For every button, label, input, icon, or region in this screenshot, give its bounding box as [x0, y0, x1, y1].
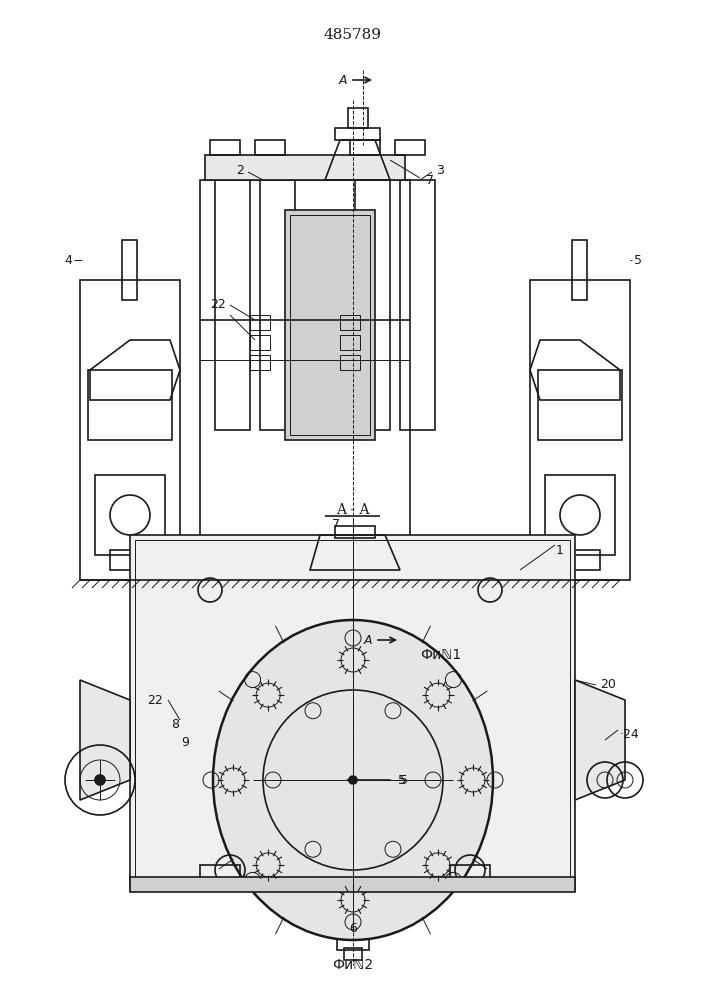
Bar — [110, 550, 150, 570]
Bar — [200, 560, 410, 580]
Bar — [338, 635, 358, 655]
Text: 22: 22 — [147, 694, 163, 706]
Bar — [88, 370, 172, 440]
Bar — [95, 475, 165, 555]
Text: 7: 7 — [332, 518, 340, 532]
Bar — [355, 180, 390, 430]
Circle shape — [349, 776, 357, 784]
Text: 485789: 485789 — [324, 28, 382, 42]
Bar — [572, 240, 587, 300]
Bar — [130, 535, 575, 890]
Bar — [340, 610, 370, 635]
Bar — [400, 180, 435, 430]
Text: A - A: A - A — [337, 503, 370, 517]
Bar — [350, 140, 380, 155]
Text: 1: 1 — [556, 544, 564, 556]
Bar — [122, 240, 137, 300]
Bar — [545, 475, 615, 555]
Bar — [337, 924, 369, 950]
Bar — [200, 865, 240, 890]
Circle shape — [95, 775, 105, 785]
Bar — [135, 540, 570, 885]
Bar — [205, 155, 405, 180]
Bar — [340, 355, 360, 370]
Text: 2: 2 — [236, 163, 244, 176]
Bar — [80, 280, 180, 580]
Text: 6: 6 — [349, 922, 357, 934]
Bar — [348, 108, 368, 128]
Text: 8: 8 — [171, 718, 179, 732]
Text: 5: 5 — [634, 253, 642, 266]
Text: 7: 7 — [426, 174, 434, 186]
Bar — [340, 315, 360, 330]
Bar — [395, 140, 425, 155]
Bar — [210, 140, 240, 155]
Bar — [200, 180, 410, 580]
Bar — [340, 335, 360, 350]
Text: 5: 5 — [398, 774, 406, 786]
Text: Фиℕ2: Фиℕ2 — [332, 958, 373, 972]
Text: Фиℕ1: Фиℕ1 — [420, 648, 461, 662]
Bar — [344, 654, 358, 668]
Bar — [290, 215, 370, 435]
Bar — [250, 355, 270, 370]
Bar — [130, 877, 575, 892]
Text: 3: 3 — [436, 163, 444, 176]
Bar — [335, 128, 380, 140]
Bar — [560, 550, 600, 570]
Bar — [250, 335, 270, 350]
Bar — [215, 180, 250, 430]
Bar — [335, 526, 375, 538]
Bar — [250, 315, 270, 330]
Polygon shape — [575, 680, 625, 800]
Text: 20: 20 — [600, 678, 616, 692]
Bar — [344, 948, 362, 960]
Bar — [450, 865, 490, 890]
Text: ·24: ·24 — [620, 728, 640, 742]
Text: 9: 9 — [181, 736, 189, 748]
Bar — [285, 210, 375, 440]
Text: A: A — [339, 74, 347, 87]
Bar — [538, 370, 622, 440]
Bar — [255, 140, 285, 155]
Text: 22: 22 — [210, 298, 226, 312]
Bar — [530, 280, 630, 580]
Text: A: A — [363, 634, 373, 647]
Ellipse shape — [213, 620, 493, 940]
Text: 5: 5 — [400, 774, 408, 786]
Polygon shape — [80, 680, 130, 800]
Text: 4: 4 — [64, 253, 72, 266]
Bar — [260, 180, 295, 430]
